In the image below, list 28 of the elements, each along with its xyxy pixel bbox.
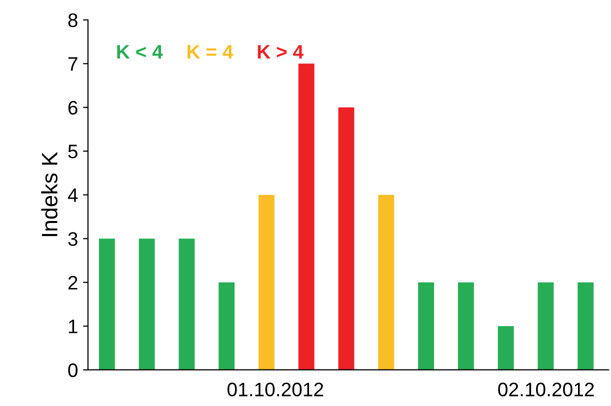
y-tick-label: 2	[68, 276, 78, 290]
y-tick-label: 0	[68, 363, 78, 378]
y-tick-label: 3	[68, 232, 78, 246]
bar	[298, 64, 314, 370]
y-tick-label: 6	[68, 100, 78, 115]
bar	[258, 194, 274, 370]
bar	[378, 194, 394, 370]
bar	[218, 282, 235, 370]
bar	[498, 326, 514, 370]
text: 02.10.2012	[498, 382, 594, 396]
bar	[178, 238, 195, 370]
bar	[538, 282, 554, 370]
text: K < 4	[117, 45, 163, 58]
y-tick-label: 5	[68, 144, 78, 158]
bar	[418, 282, 434, 370]
y-tick-label: 7	[68, 57, 78, 71]
y-axis-title: Indeks K	[41, 152, 58, 236]
text: 01.10.2012	[227, 382, 324, 396]
bar	[458, 282, 474, 370]
text: K = 4	[188, 45, 234, 58]
y-tick-label: 8	[68, 13, 78, 28]
bar	[338, 107, 354, 370]
bar	[138, 238, 155, 370]
bar	[98, 238, 115, 370]
y-tick-label: 4	[68, 188, 78, 202]
y-tick-label: 1	[68, 320, 78, 334]
bar	[578, 282, 594, 370]
series-label: K > 4	[258, 45, 304, 58]
